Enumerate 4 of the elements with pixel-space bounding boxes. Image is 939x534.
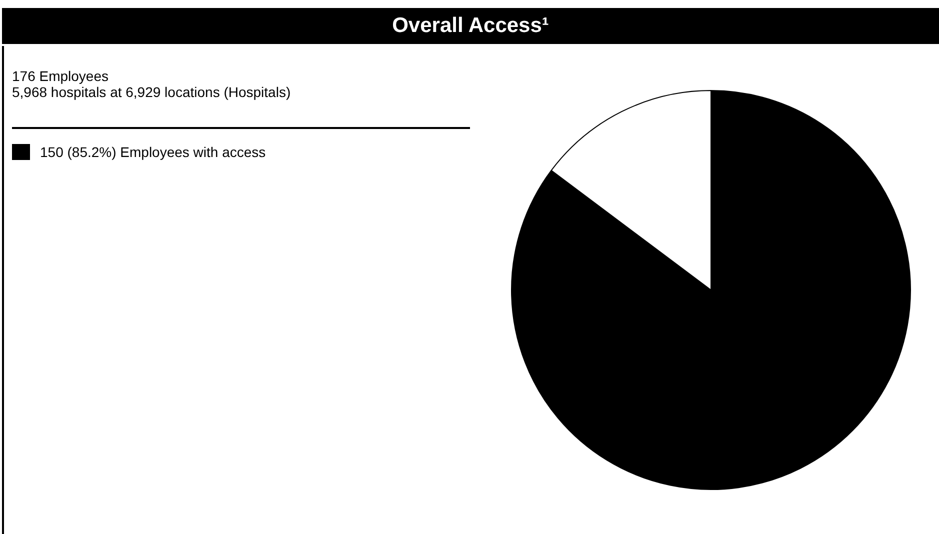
chart-title: Overall Access¹ [2,8,939,44]
chart-subtitle: 176 Employees [12,68,109,84]
text: 5,968 hospitals at 6,929 locations (Hospitals) [12,84,291,100]
legend-label: 150 (85.2%) Employees with access [40,144,266,160]
